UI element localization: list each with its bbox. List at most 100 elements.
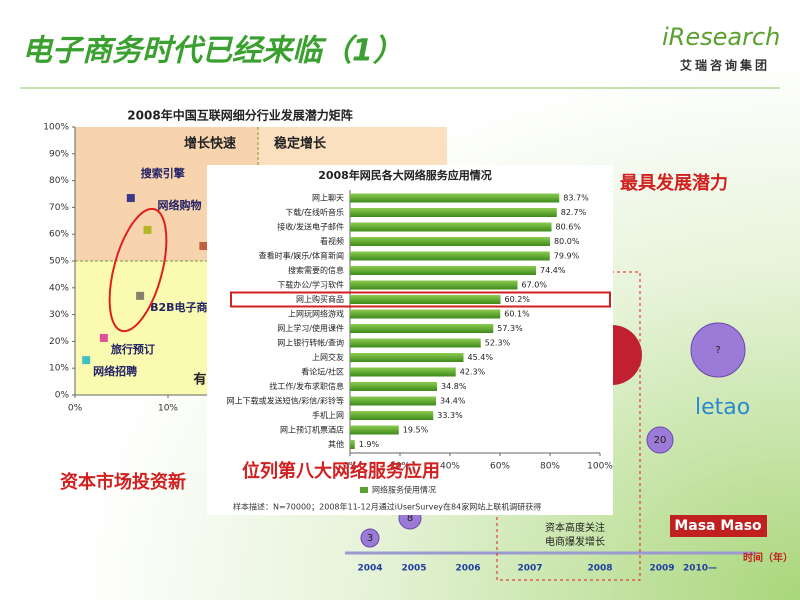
highlight-box — [230, 291, 611, 308]
y-tick-label: 搜索需要的信息 — [288, 265, 344, 275]
callout: 最具发展潜力 — [620, 172, 728, 194]
quadrant-label: 稳定增长 — [274, 136, 327, 152]
bar — [350, 309, 501, 319]
time-label: 时间（年） — [743, 551, 793, 564]
point-label: 搜索引擎 — [141, 166, 185, 180]
period-text: 电商爆发增长 — [545, 535, 605, 548]
value-label: 80.0% — [554, 237, 580, 246]
value-label: 33.3% — [437, 411, 463, 420]
x-tick-label: 40% — [440, 462, 460, 472]
x-tick-label: 100% — [587, 462, 613, 472]
bubble — [646, 426, 674, 454]
year-label: 2007 — [517, 564, 542, 574]
y-tick-label: 查看时事/娱乐/体育新闻 — [259, 251, 344, 261]
year-label: 2008 — [587, 564, 612, 574]
y-tick-label: 60% — [49, 230, 69, 240]
x-tick-label: 80% — [540, 462, 560, 472]
brand: Masa Maso — [674, 518, 762, 534]
y-tick-label: 网上购买商品 — [296, 294, 344, 304]
point — [143, 225, 152, 234]
year-label: 2009 — [649, 564, 674, 574]
value-label: 79.9% — [554, 252, 580, 261]
value-label: 80.6% — [556, 223, 582, 232]
point — [199, 241, 208, 250]
bar — [350, 367, 456, 377]
y-tick-label: 下载办公/学习软件 — [277, 280, 344, 290]
y-tick-label: 看论坛/社区 — [301, 367, 344, 377]
matrix-title: 2008年中国互联网细分行业发展潜力矩阵 — [127, 108, 352, 123]
point-label: B2B电子商务 — [150, 300, 219, 314]
value-label: 60.2% — [505, 295, 531, 304]
bar — [350, 193, 560, 203]
y-tick-label: 90% — [49, 149, 69, 159]
point-label: 网络购物 — [158, 198, 202, 212]
value-label: 52.3% — [485, 339, 511, 348]
y-tick-label: 接收/发送电子邮件 — [277, 222, 344, 232]
y-tick-label: 下载/在线听音乐 — [285, 207, 344, 217]
bar — [350, 353, 464, 362]
bar — [350, 338, 481, 348]
x-tick-label: 20% — [390, 462, 410, 472]
y-tick-label: 40% — [49, 283, 69, 293]
bar — [350, 266, 536, 275]
y-tick-label: 80% — [49, 176, 69, 186]
y-tick-label: 网上银行转帐/查询 — [277, 338, 344, 348]
value-label: 67.0% — [522, 281, 548, 290]
y-tick-label: 30% — [49, 310, 69, 320]
point-label: 网络招聘 — [93, 364, 137, 378]
bubble — [360, 528, 380, 548]
y-tick-label: 100% — [43, 123, 69, 133]
y-tick-label: 0% — [55, 391, 70, 401]
y-tick-label: 上网玩网络游戏 — [288, 309, 344, 319]
period-box — [496, 271, 641, 581]
y-tick-label: 20% — [49, 337, 69, 347]
bar — [350, 425, 399, 435]
quadrant-label: 增长快速 — [184, 136, 236, 152]
x-tick-label: 0% — [68, 404, 83, 414]
highlight-ellipse — [108, 207, 168, 333]
bar-title: 2008年网民各大网络服务应用情况 — [318, 168, 492, 182]
value-label: 34.8% — [441, 382, 467, 391]
y-tick-label: 50% — [49, 257, 69, 267]
year-label: 2010— — [683, 564, 717, 574]
y-tick-label: 看视频 — [320, 236, 344, 246]
point-label: 旅行预订 — [111, 342, 155, 356]
legend-label: 网络服务使用情况 — [372, 485, 436, 495]
y-tick-label: 手机上网 — [312, 410, 344, 420]
x-tick-label: 0% — [343, 462, 358, 472]
quadrant-label: 有 — [193, 372, 206, 388]
bar — [350, 396, 436, 406]
bubble-label: 8 — [407, 513, 413, 524]
point — [99, 333, 108, 342]
year-label: 2005 — [401, 564, 426, 574]
period-text: 资本高度关注 — [545, 521, 605, 534]
value-label: 42.3% — [460, 368, 486, 377]
value-label: 60.1% — [504, 310, 530, 319]
y-tick-label: 10% — [49, 364, 69, 374]
sample-note: 样本描述：N=70000；2008年11-12月通过iUserSurvey在84… — [233, 502, 541, 512]
value-label: 34.4% — [440, 397, 466, 406]
brand: letao — [695, 395, 750, 420]
slide-title: 电子商务时代已经来临（1） — [22, 34, 403, 69]
value-label: 74.4% — [540, 266, 566, 275]
bar — [350, 237, 550, 246]
bubble — [690, 322, 746, 378]
legend-swatch — [360, 487, 368, 493]
value-label: 57.3% — [497, 324, 523, 333]
y-tick-label: 找工作/发布求职信息 — [269, 381, 344, 391]
y-tick-label: 其他 — [328, 439, 344, 449]
bar — [350, 411, 434, 420]
value-label: 83.7% — [563, 194, 589, 203]
x-tick-label: 10% — [158, 404, 178, 414]
y-tick-label: 网上学习/使用课件 — [277, 323, 344, 333]
bar — [350, 208, 557, 217]
value-label: 45.4% — [468, 353, 494, 362]
y-tick-label: 网上预订机票酒店 — [280, 425, 344, 435]
point — [126, 194, 135, 203]
y-tick-label: 70% — [49, 203, 69, 213]
value-label: 19.5% — [403, 426, 429, 435]
bar — [350, 222, 552, 232]
logo-sub: 艾瑞咨询集团 — [680, 58, 770, 73]
y-tick-label: 上网交友 — [312, 352, 344, 362]
